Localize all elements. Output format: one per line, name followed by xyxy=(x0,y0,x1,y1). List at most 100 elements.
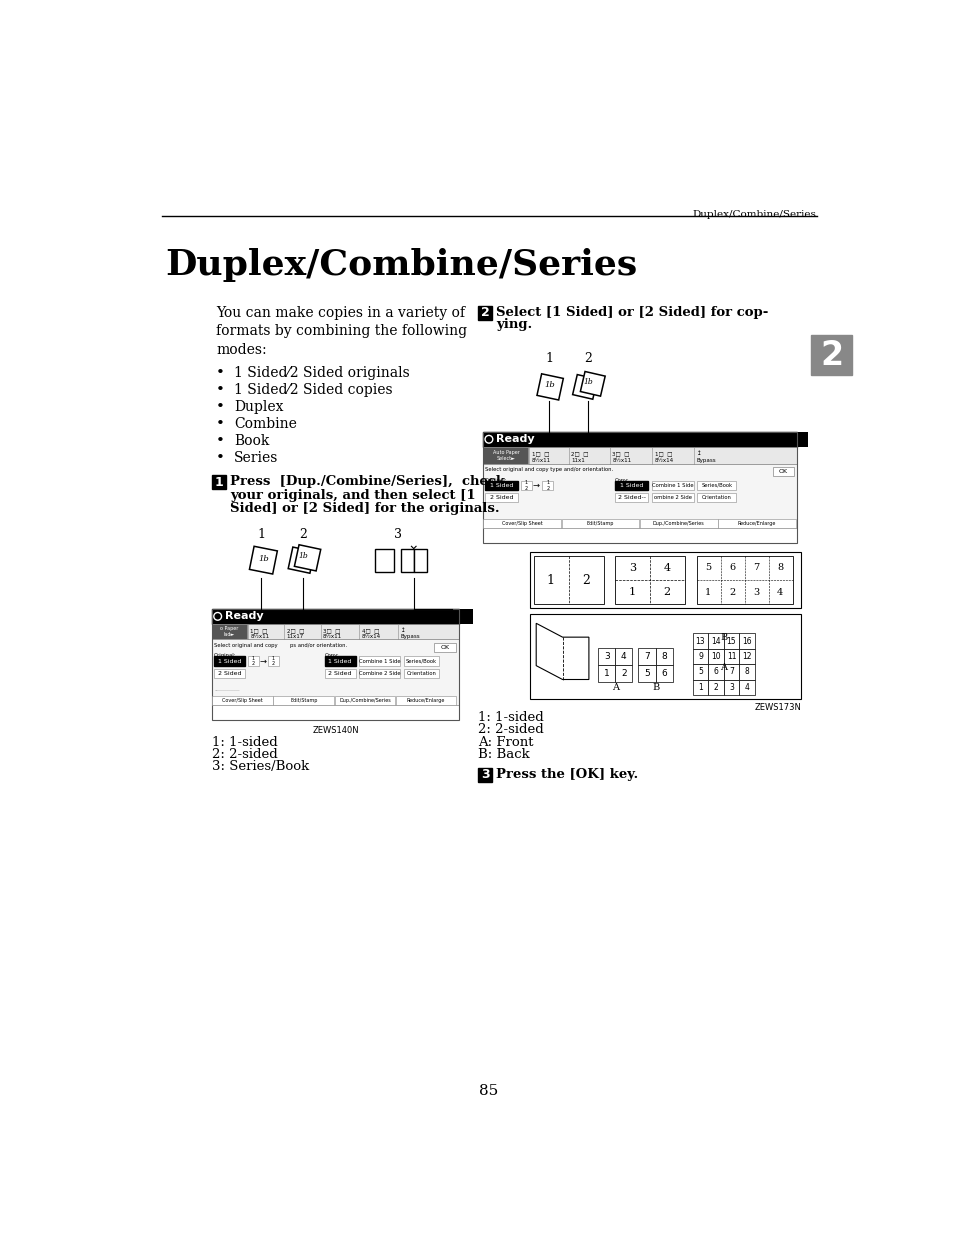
Bar xyxy=(414,548,427,572)
Text: Duplex: Duplex xyxy=(233,400,283,414)
Polygon shape xyxy=(249,546,277,574)
Bar xyxy=(692,664,707,679)
Text: 2: 2-sided: 2: 2-sided xyxy=(212,748,277,761)
Polygon shape xyxy=(572,374,597,399)
Text: 11: 11 xyxy=(726,652,736,661)
Text: Dup./Combine/Series: Dup./Combine/Series xyxy=(652,521,704,526)
Text: Copy:: Copy: xyxy=(324,653,339,658)
Text: 2 Sided: 2 Sided xyxy=(328,671,352,676)
Text: 2 Sided: 2 Sided xyxy=(217,671,241,676)
Text: 3: Series/Book: 3: Series/Book xyxy=(212,761,309,773)
Text: 1b: 1b xyxy=(298,552,308,561)
Text: A: Front: A: Front xyxy=(477,736,533,748)
Text: 8: 8 xyxy=(777,563,782,572)
Text: •: • xyxy=(215,451,224,464)
Bar xyxy=(723,634,739,648)
Text: 4: 4 xyxy=(743,683,749,692)
Bar xyxy=(483,464,797,527)
Text: 2: 2 xyxy=(620,669,626,678)
Text: Select original and copy: Select original and copy xyxy=(213,642,277,647)
Bar xyxy=(213,668,245,678)
Text: •: • xyxy=(215,366,224,380)
Text: 10: 10 xyxy=(710,652,720,661)
Text: Original:: Original: xyxy=(484,478,507,483)
Bar xyxy=(626,431,797,447)
Text: 2: 2 xyxy=(298,527,307,541)
Text: Dup./Combine/Series: Dup./Combine/Series xyxy=(338,698,391,703)
Bar xyxy=(268,656,278,666)
Bar xyxy=(542,480,553,490)
Bar xyxy=(477,768,492,782)
Text: 3: 3 xyxy=(394,527,402,541)
Text: 2: 2 xyxy=(663,588,670,598)
Polygon shape xyxy=(579,372,604,396)
Bar xyxy=(212,475,226,489)
Text: 5: 5 xyxy=(704,563,711,572)
Text: Series: Series xyxy=(233,451,278,464)
Text: 4: 4 xyxy=(620,652,626,661)
Text: 16: 16 xyxy=(741,636,751,646)
Text: Ready: Ready xyxy=(224,611,263,621)
Bar xyxy=(697,480,736,490)
Text: Auto Paper
Select►: Auto Paper Select► xyxy=(492,450,518,461)
Bar xyxy=(707,664,723,679)
Text: Combine: Combine xyxy=(233,417,296,431)
Text: OK: OK xyxy=(439,645,449,650)
Text: 2: 2 xyxy=(728,588,735,597)
Text: 1□  □: 1□ □ xyxy=(531,451,549,457)
Text: Cover/Slip Sheet: Cover/Slip Sheet xyxy=(222,698,263,703)
Bar xyxy=(655,648,672,664)
Bar xyxy=(723,679,739,695)
Text: 3□  □: 3□ □ xyxy=(323,627,340,632)
Text: 6: 6 xyxy=(660,669,666,678)
Text: Orientation: Orientation xyxy=(406,671,436,676)
Text: B: B xyxy=(720,632,726,642)
Text: 1 Sided⁄2 Sided originals: 1 Sided⁄2 Sided originals xyxy=(233,366,409,380)
Bar xyxy=(212,609,458,720)
Bar xyxy=(404,668,438,678)
Text: 12: 12 xyxy=(741,652,751,661)
Bar xyxy=(375,548,394,572)
Bar xyxy=(615,556,684,604)
Text: 2□  □: 2□ □ xyxy=(286,627,304,632)
Text: 11x17: 11x17 xyxy=(286,634,304,638)
Bar xyxy=(324,668,355,678)
Bar xyxy=(212,609,458,624)
Text: 1 Sided: 1 Sided xyxy=(217,658,241,663)
Bar xyxy=(484,480,517,490)
Polygon shape xyxy=(294,545,320,571)
Text: 2: 2 xyxy=(819,338,842,372)
Text: 1b: 1b xyxy=(543,382,554,389)
Bar xyxy=(484,493,517,503)
Text: 1: 1-sided: 1: 1-sided xyxy=(212,736,277,748)
Text: 1 Sided: 1 Sided xyxy=(619,483,642,488)
Text: Bypass: Bypass xyxy=(696,457,716,463)
Text: OK: OK xyxy=(778,469,787,474)
Bar xyxy=(598,648,615,664)
Text: 3: 3 xyxy=(480,768,489,782)
Text: Reduce/Enlarge: Reduce/Enlarge xyxy=(737,521,776,526)
Polygon shape xyxy=(537,374,562,400)
Text: 1b: 1b xyxy=(582,378,593,387)
Text: 15: 15 xyxy=(726,636,736,646)
Bar xyxy=(723,648,739,664)
Text: 1
2: 1 2 xyxy=(272,656,274,667)
Text: 8½x14: 8½x14 xyxy=(654,457,673,463)
Text: Sided] or [2 Sided] for the originals.: Sided] or [2 Sided] for the originals. xyxy=(230,501,499,515)
Text: Series/Book: Series/Book xyxy=(700,483,732,488)
Bar xyxy=(212,624,458,640)
Bar xyxy=(739,664,754,679)
Text: Ready: Ready xyxy=(496,435,534,445)
Text: Original:: Original: xyxy=(213,653,236,658)
Text: →: → xyxy=(532,480,539,490)
Text: 6: 6 xyxy=(728,563,735,572)
Text: 13: 13 xyxy=(695,636,704,646)
Text: Select original and copy type and/or orientation.: Select original and copy type and/or ori… xyxy=(484,467,613,472)
Text: Edit/Stamp: Edit/Stamp xyxy=(586,521,614,526)
Bar xyxy=(615,648,632,664)
Bar xyxy=(530,552,801,608)
Text: 3: 3 xyxy=(752,588,759,597)
Bar xyxy=(400,548,414,572)
Text: ↥: ↥ xyxy=(400,627,405,632)
Text: 4: 4 xyxy=(777,588,782,597)
